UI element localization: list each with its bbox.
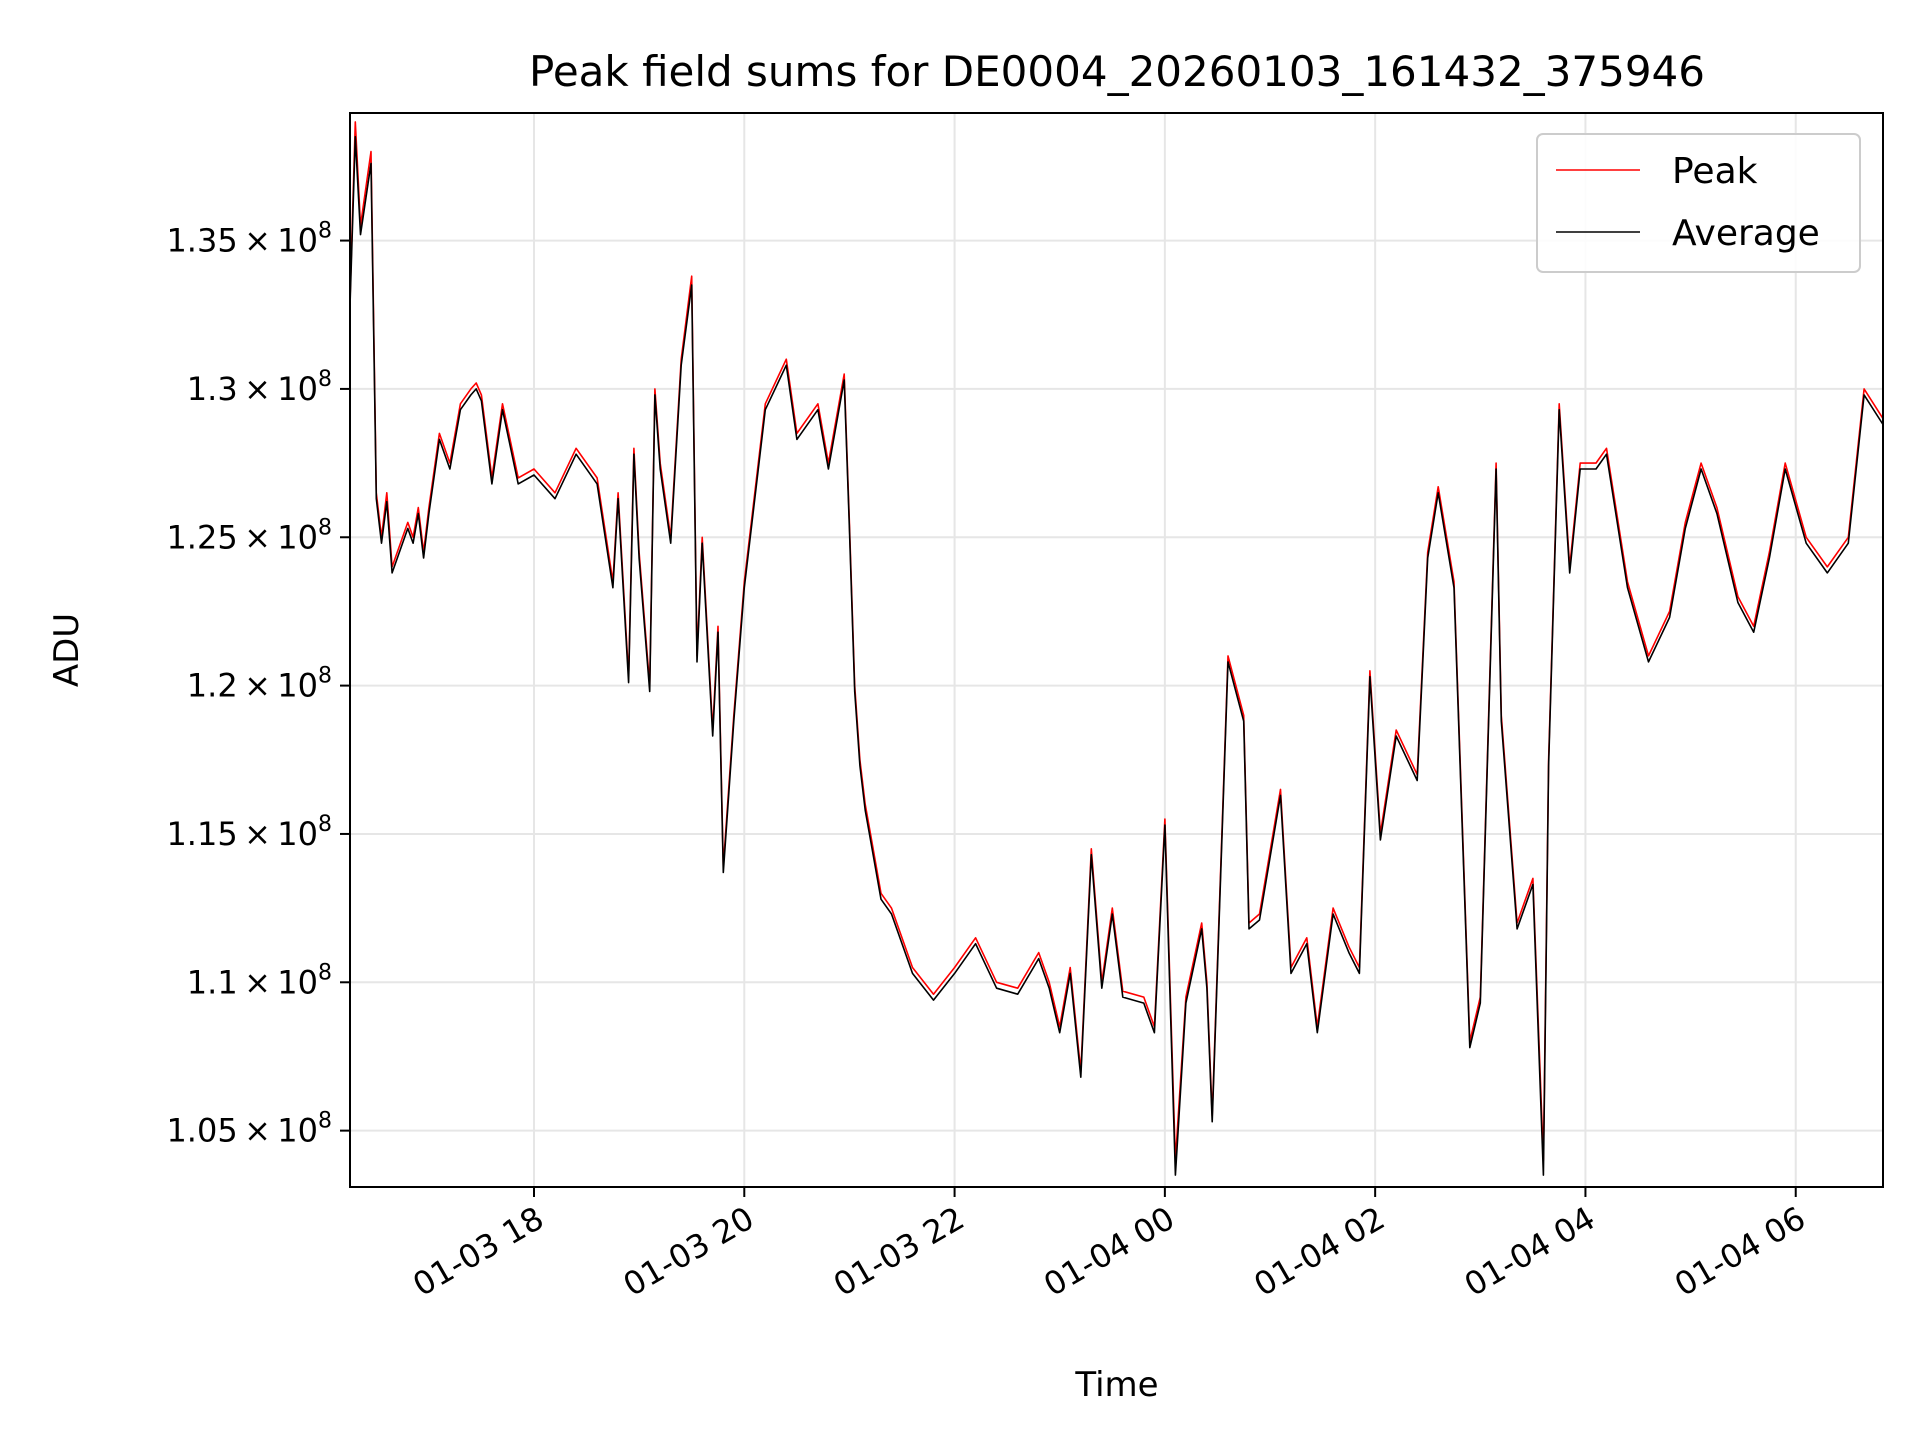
y-tick-exponent: 8 [318, 812, 332, 837]
y-tick-label: 1.35 × 108 [166, 219, 332, 260]
y-tick-label: 1.05 × 108 [166, 1109, 332, 1150]
y-tick-label: 1.15 × 108 [166, 812, 332, 853]
y-tick-label: 1.2 × 108 [187, 664, 332, 705]
x-tick-label: 01-03 18 [406, 1199, 550, 1304]
legend: Peak Average [1536, 133, 1861, 273]
x-axis: 01-03 18 01-03 20 01-03 22 01-04 00 01-04 02… [406, 1187, 1812, 1304]
y-tick-mantissa: 1.1 [187, 963, 238, 1001]
y-tick-exponent: 8 [318, 960, 332, 985]
y-axis-label: ADU [47, 613, 87, 687]
y-tick-mantissa: 1.3 [187, 370, 238, 408]
y-tick-base: × 10 [238, 518, 318, 556]
series-line-average [349, 135, 1884, 1176]
legend-box [1536, 133, 1861, 273]
y-tick-base: × 10 [238, 370, 318, 408]
y-tick-base: × 10 [238, 963, 318, 1001]
y-tick-mantissa: 1.15 [166, 815, 237, 853]
y-tick-base: × 10 [238, 1112, 318, 1150]
y-tick-exponent: 8 [318, 367, 332, 392]
y-tick-label: 1.3 × 108 [187, 367, 332, 408]
y-tick-mantissa: 1.05 [166, 1112, 237, 1150]
y-tick-exponent: 8 [318, 219, 332, 244]
y-tick-exponent: 8 [318, 515, 332, 540]
x-tick-label: 01-03 20 [617, 1199, 761, 1304]
x-tick-label: 01-04 06 [1668, 1199, 1812, 1304]
y-tick-label: 1.1 × 108 [187, 960, 332, 1001]
legend-average-label: Average [1672, 213, 1820, 254]
grid-lines [350, 113, 1883, 1187]
y-tick-label: 1.25 × 108 [166, 515, 332, 556]
y-tick-mantissa: 1.25 [166, 518, 237, 556]
series-layer [349, 121, 1884, 1176]
y-tick-base: × 10 [238, 667, 318, 705]
x-tick-label: 01-04 02 [1248, 1199, 1392, 1304]
series-line-peak [349, 121, 1884, 1162]
y-tick-base: × 10 [238, 222, 318, 260]
x-tick-label: 01-04 04 [1458, 1199, 1602, 1304]
y-tick-mantissa: 1.35 [166, 222, 237, 260]
y-tick-exponent: 8 [318, 1109, 332, 1134]
y-tick-base: × 10 [238, 815, 318, 853]
x-tick-label: 01-03 22 [827, 1199, 971, 1304]
x-axis-label: Time [1074, 1365, 1158, 1405]
plot-frame [349, 112, 1884, 1188]
x-tick-label: 01-04 00 [1037, 1199, 1181, 1304]
legend-peak-label: Peak [1672, 151, 1758, 192]
y-tick-mantissa: 1.2 [187, 667, 238, 705]
y-tick-exponent: 8 [318, 664, 332, 689]
chart-title: Peak field sums for DE0004_20260103_1614… [529, 47, 1705, 96]
